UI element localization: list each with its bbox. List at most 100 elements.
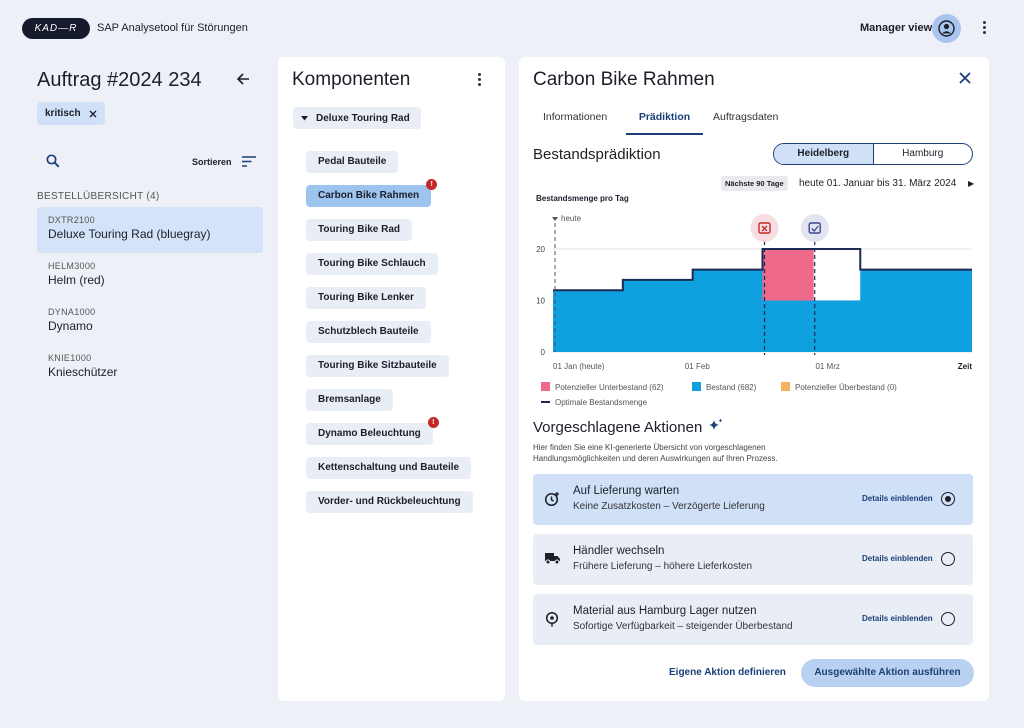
optimal-line: [553, 248, 972, 292]
close-icon[interactable]: [89, 110, 97, 118]
action-radio[interactable]: [941, 612, 955, 626]
list-item[interactable]: HELM3000 Helm (red): [37, 253, 263, 299]
order-list: DXTR2100 Deluxe Touring Rad (bluegray) H…: [37, 207, 263, 391]
detail-tabs: Informationen Prädiktion Auftragsdaten: [533, 111, 803, 135]
tab-praediktion[interactable]: Prädiktion: [626, 111, 703, 135]
more-menu-icon[interactable]: [978, 20, 990, 36]
execute-action-button[interactable]: Ausgewählte Aktion ausführen: [801, 659, 974, 687]
alert-badge: !: [426, 179, 438, 190]
component-chip[interactable]: Touring Bike Lenker: [306, 287, 426, 309]
component-chip[interactable]: Dynamo Beleuchtung!: [306, 417, 439, 445]
component-chip[interactable]: Touring Bike Schlauch: [306, 253, 438, 275]
components-menu-icon[interactable]: [478, 73, 481, 88]
legend-label: Potenzieller Unterbestand (62): [555, 383, 664, 392]
stock-prediction-chart: 0 10 20 heute 01 Jan (heute) 01 Feb 01 Mrz Zeit…: [536, 214, 973, 407]
delivery-expected-badge: [800, 214, 829, 242]
components-title: Komponenten: [292, 69, 411, 90]
product-dropdown-label: Deluxe Touring Rad: [316, 112, 410, 124]
critical-tag-label: kritisch: [45, 108, 81, 119]
y-tick-label: 0: [541, 348, 546, 357]
component-chip[interactable]: Vorder- und Rückbeleuchtung: [306, 491, 473, 513]
x-axis-label: Zeit: [958, 362, 973, 371]
app-title: SAP Analysetool für Störungen: [97, 22, 248, 34]
order-name: Helm (red): [48, 273, 105, 287]
action-title: Händler wechseln: [573, 545, 665, 557]
actions-description: Hier finden Sie eine KI-generierte Übers…: [533, 443, 778, 463]
define-custom-action-button[interactable]: Eigene Aktion definieren: [669, 667, 786, 678]
component-chip-label: Carbon Bike Rahmen: [318, 190, 420, 201]
action-option[interactable]: Material aus Hamburg Lager nutzen Sofort…: [533, 594, 973, 645]
legend-swatch: [541, 382, 550, 391]
component-list: Pedal Bauteile Carbon Bike Rahmen! Touri…: [306, 151, 473, 525]
unterbestand-area: [762, 249, 814, 301]
component-chip[interactable]: Carbon Bike Rahmen!: [306, 179, 438, 207]
location-hamburg[interactable]: Hamburg: [902, 148, 944, 159]
detail-title: Carbon Bike Rahmen: [533, 69, 715, 90]
legend-swatch: [692, 382, 701, 391]
detail-panel: Carbon Bike Rahmen Informationen Prädikt…: [519, 57, 989, 701]
legend-label: Optimale Bestandsmenge: [555, 398, 648, 407]
list-item[interactable]: KNIE1000 Knieschützer: [37, 345, 263, 391]
action-subtitle: Keine Zusatzkosten – Verzögerte Lieferun…: [573, 501, 765, 512]
show-details-link[interactable]: Details einblenden: [862, 614, 933, 623]
manager-view-label[interactable]: Manager view: [860, 22, 933, 34]
location-toggle: Heidelberg Hamburg: [773, 143, 973, 165]
action-radio[interactable]: [941, 492, 955, 506]
order-name: Deluxe Touring Rad (bluegray): [48, 227, 211, 241]
user-icon: [938, 20, 955, 37]
order-code: DXTR2100: [48, 215, 95, 225]
order-name: Dynamo: [48, 319, 93, 333]
component-chip[interactable]: Kettenschaltung und Bauteile: [306, 457, 472, 479]
list-item[interactable]: DYNA1000 Dynamo: [37, 299, 263, 345]
period-chip[interactable]: Nächste 90 Tage: [721, 176, 788, 191]
check-mark: [811, 225, 819, 232]
truck-icon: [545, 553, 560, 565]
component-chip[interactable]: Touring Bike Sitzbauteile: [306, 355, 449, 377]
action-radio[interactable]: [941, 552, 955, 566]
sort-icon[interactable]: [242, 156, 256, 167]
action-subtitle: Sofortige Verfügbarkeit – steigender Übe…: [573, 621, 793, 632]
legend-label: Potenzieller Überbestand (0): [795, 383, 897, 392]
alert-badge: !: [427, 417, 439, 428]
chart-label: Bestandsmenge pro Tag: [536, 194, 629, 203]
search-icon[interactable]: [46, 154, 60, 168]
y-tick-label: 20: [536, 245, 545, 254]
action-title: Auf Lieferung warten: [573, 485, 680, 497]
order-code: HELM3000: [48, 261, 96, 271]
component-chip[interactable]: Pedal Bauteile: [306, 151, 399, 173]
calendar-check-icon: [808, 222, 821, 234]
critical-tag[interactable]: kritisch: [37, 102, 105, 125]
timer-plus-icon: [544, 492, 559, 507]
component-chip[interactable]: Bremsanlage: [306, 389, 393, 411]
close-icon[interactable]: [959, 72, 971, 84]
x-tick-label: 01 Feb: [685, 362, 710, 371]
show-details-link[interactable]: Details einblenden: [862, 554, 933, 563]
action-option[interactable]: Händler wechseln Frühere Lieferung – höh…: [533, 534, 973, 585]
order-title: Auftrag #2024 234: [37, 69, 202, 91]
show-details-link[interactable]: Details einblenden: [862, 494, 933, 503]
order-panel: Auftrag #2024 234 kritisch Sortieren BES…: [26, 58, 274, 698]
sparkle-icon: [709, 418, 723, 430]
x-tick-label: 01 Mrz: [815, 362, 839, 371]
actions-title-text: Vorgeschlagene Aktionen: [533, 419, 703, 436]
prediction-section-title: Bestandsprädiktion: [533, 146, 661, 163]
location-heidelberg[interactable]: Heidelberg: [774, 144, 874, 164]
next-period-icon[interactable]: ▶: [968, 179, 975, 188]
sort-label[interactable]: Sortieren: [192, 157, 232, 167]
product-dropdown[interactable]: Deluxe Touring Rad: [293, 107, 421, 129]
order-name: Knieschützer: [48, 365, 118, 379]
y-tick-label: 10: [536, 297, 545, 306]
component-chip[interactable]: Touring Bike Rad: [306, 219, 413, 241]
order-code: KNIE1000: [48, 353, 92, 363]
period-text: heute 01. Januar bis 31. März 2024: [799, 178, 957, 189]
component-chip[interactable]: Schutzblech Bauteile: [306, 321, 431, 343]
action-option[interactable]: Auf Lieferung warten Keine Zusatzkosten …: [533, 474, 973, 525]
today-label: heute: [561, 214, 582, 223]
tab-informationen[interactable]: Informationen: [543, 111, 608, 123]
tab-auftragsdaten[interactable]: Auftragsdaten: [713, 111, 779, 123]
list-item[interactable]: DXTR2100 Deluxe Touring Rad (bluegray): [37, 207, 263, 253]
today-icon: [552, 217, 558, 221]
component-chip-label: Dynamo Beleuchtung: [318, 428, 421, 439]
user-avatar[interactable]: [932, 14, 961, 43]
back-arrow-icon[interactable]: [234, 70, 252, 88]
